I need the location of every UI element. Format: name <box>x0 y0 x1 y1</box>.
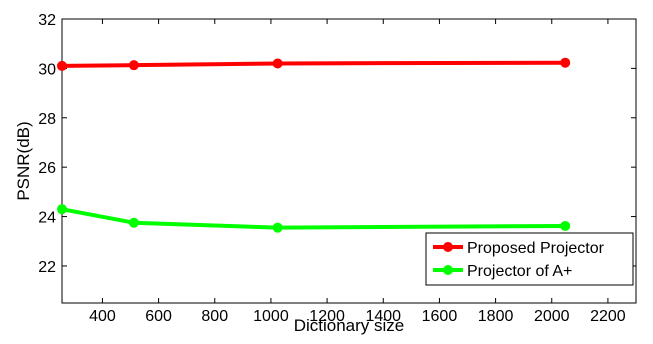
series-point-0 <box>560 57 571 68</box>
y-tick-label: 30 <box>38 61 56 78</box>
series-point-1 <box>128 217 139 228</box>
series-point-0 <box>57 60 67 71</box>
x-tick-label: 2200 <box>590 308 626 325</box>
series-point-1 <box>560 220 571 231</box>
legend-swatch-marker <box>443 242 453 252</box>
y-tick-label: 24 <box>38 210 56 227</box>
x-tick-label: 1200 <box>309 308 345 325</box>
series-point-1 <box>57 204 67 215</box>
y-tick-label: 28 <box>38 111 56 128</box>
y-axis: 22 24 26 28 30 32 <box>38 12 636 276</box>
y-axis-label: PSNR(dB) <box>14 121 33 200</box>
series-point-0 <box>272 58 283 69</box>
y-tick-label: 22 <box>38 259 56 276</box>
x-tick-label: 1600 <box>422 308 458 325</box>
legend-label: Projector of A+ <box>467 263 572 280</box>
x-tick-label: 1800 <box>478 308 514 325</box>
legend-swatch-marker <box>443 265 453 275</box>
series-line-0 <box>61 60 566 68</box>
series-point-0 <box>128 60 139 71</box>
series-layer <box>57 57 571 233</box>
x-tick-label: 800 <box>201 308 228 325</box>
series-point-1 <box>272 222 283 233</box>
x-tick-label: 600 <box>145 308 172 325</box>
legend: Proposed Projector Projector of A+ <box>425 232 634 286</box>
legend-box <box>425 232 634 286</box>
x-tick-label: 400 <box>89 308 116 325</box>
y-tick-label: 26 <box>38 160 56 177</box>
x-tick-label: 2000 <box>534 308 570 325</box>
legend-label: Proposed Projector <box>467 240 605 257</box>
x-axis-label: Dictionary size <box>294 316 405 335</box>
series-line-1 <box>61 207 566 230</box>
x-axis: 400 600 800 1000 1200 1400 1600 1800 2000 2200 <box>89 19 626 325</box>
y-tick-label: 32 <box>38 12 56 29</box>
x-tick-label: 1000 <box>253 308 289 325</box>
x-tick-label: 1400 <box>365 308 401 325</box>
